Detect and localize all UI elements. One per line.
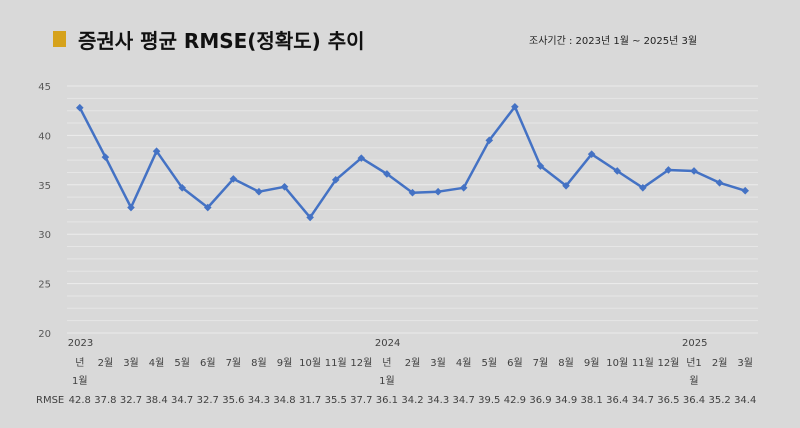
data-point [690,167,698,175]
x-tick-label: 2월 [712,357,728,369]
table-value: 37.7 [350,395,372,406]
x-tick-label: 6월 [507,357,523,369]
table-row-label: RMSE [36,395,64,406]
data-point [255,187,263,196]
x-tick-label: 9월 [584,357,600,369]
x-tick-label: 5월 [174,357,190,369]
data-point [613,167,622,175]
data-point [408,188,417,197]
y-tick-label: 25 [38,280,51,291]
data-point [203,203,212,212]
table-value: 36.1 [376,395,398,406]
x-tick-label-line2: 1월 [379,375,395,387]
table-value: 31.7 [299,395,321,406]
x-tick-label: 11월 [325,357,347,369]
data-point [75,103,84,112]
data-point [587,150,596,158]
table-value: 36.9 [529,395,551,406]
table-value: 34.8 [273,395,295,406]
x-tick-label: 2월 [405,357,421,369]
data-point [152,147,161,156]
data-point [664,166,673,174]
data-point [536,162,545,170]
survey-period: 조사기간 : 2023년 1월 ~ 2025년 3월 [529,36,698,47]
x-tick-label: 6월 [200,357,216,369]
x-tick-label: 년1 [686,357,702,369]
table-value: 36.4 [683,395,705,406]
x-tick-label: 2월 [98,357,114,369]
title-marker [53,31,66,47]
data-point [229,175,238,183]
x-tick-label: 8월 [251,357,267,369]
x-tick-label: 4월 [149,357,165,369]
data-point [383,170,391,178]
table-value: 38.1 [581,395,603,406]
y-tick-label: 30 [38,230,51,241]
data-point [511,102,519,111]
chart-title: 증권사 평균 RMSE(정확도) 추이 [78,29,365,53]
table-value: 34.9 [555,395,577,406]
x-tick-label-line2: 1월 [72,375,88,387]
data-point [357,154,366,162]
year-label: 2023 [68,338,93,349]
data-point [715,179,724,187]
table-value: 34.3 [427,395,449,406]
x-tick-label: 7월 [226,357,242,369]
table-value: 34.2 [401,395,423,406]
x-tick-label: 3월 [737,357,753,369]
x-tick-label: 3월 [430,357,446,369]
data-point [101,153,110,161]
data-point [562,181,570,190]
table-value: 34.7 [453,395,475,406]
x-tick-label: 12월 [350,357,372,369]
data-point [331,176,340,184]
data-point [741,186,750,195]
data-point [485,136,494,145]
x-tick-label: 7월 [533,357,549,369]
table-value: 36.4 [606,395,628,406]
x-tick-label: 10월 [606,357,628,369]
data-point [127,203,135,212]
y-tick-label: 20 [38,329,51,340]
table-value: 42.8 [69,395,91,406]
x-tick-label-line2: 월 [689,375,698,387]
x-tick-label: 년 [75,357,84,369]
table-value: 34.3 [248,395,270,406]
table-value: 39.5 [478,395,500,406]
table-value: 42.9 [504,395,526,406]
x-tick-label: 5월 [481,357,497,369]
data-point [280,182,289,191]
x-tick-label: 11월 [632,357,654,369]
table-value: 32.7 [197,395,219,406]
data-point [178,183,186,192]
table-value: 38.4 [145,395,167,406]
x-tick-label: 12월 [657,357,679,369]
table-value: 35.6 [222,395,244,406]
table-value: 34.7 [171,395,193,406]
table-value: 37.8 [94,395,116,406]
x-tick-label: 10월 [299,357,321,369]
x-tick-label: 8월 [558,357,574,369]
y-tick-label: 35 [38,181,51,192]
year-label: 2024 [375,338,400,349]
x-tick-label: 4월 [456,357,472,369]
table-value: 34.7 [632,395,654,406]
year-label: 2025 [682,338,707,349]
table-value: 36.5 [657,395,679,406]
data-point [639,183,647,192]
data-point [459,183,468,192]
x-tick-label: 3월 [123,357,139,369]
y-tick-label: 40 [38,131,51,142]
data-point [434,187,442,196]
y-tick-label: 45 [38,82,51,93]
x-tick-label: 9월 [277,357,293,369]
data-point [306,213,314,222]
table-value: 35.2 [708,395,730,406]
x-tick-label: 년 [382,357,391,369]
table-value: 35.5 [325,395,347,406]
table-value: 32.7 [120,395,142,406]
table-value: 34.4 [734,395,756,406]
